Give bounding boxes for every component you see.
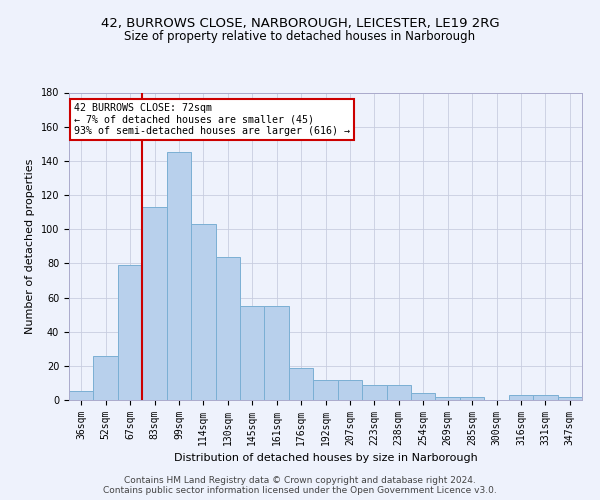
Bar (411, 393, 436, 400)
Bar (191, 224, 215, 400)
Text: Contains HM Land Registry data © Crown copyright and database right 2024.: Contains HM Land Registry data © Crown c… (124, 476, 476, 485)
Bar (69, 392, 94, 400)
Bar (436, 396, 460, 400)
Bar (460, 396, 484, 400)
Bar (338, 380, 362, 400)
Y-axis label: Number of detached properties: Number of detached properties (25, 158, 35, 334)
Bar (533, 395, 557, 400)
Bar (509, 395, 533, 400)
Bar (289, 368, 313, 400)
Bar (167, 152, 191, 400)
Bar (142, 207, 167, 400)
Bar (215, 256, 240, 400)
Bar (313, 380, 338, 400)
Bar (362, 384, 386, 400)
Bar (240, 306, 265, 400)
Text: Contains public sector information licensed under the Open Government Licence v3: Contains public sector information licen… (103, 486, 497, 495)
Bar (118, 265, 142, 400)
Bar (557, 396, 582, 400)
Text: 42, BURROWS CLOSE, NARBOROUGH, LEICESTER, LE19 2RG: 42, BURROWS CLOSE, NARBOROUGH, LEICESTER… (101, 18, 499, 30)
Bar (265, 306, 289, 400)
Text: Size of property relative to detached houses in Narborough: Size of property relative to detached ho… (124, 30, 476, 43)
Bar (386, 384, 411, 400)
Bar (94, 356, 118, 400)
X-axis label: Distribution of detached houses by size in Narborough: Distribution of detached houses by size … (173, 454, 478, 464)
Text: 42 BURROWS CLOSE: 72sqm
← 7% of detached houses are smaller (45)
93% of semi-det: 42 BURROWS CLOSE: 72sqm ← 7% of detached… (74, 104, 350, 136)
